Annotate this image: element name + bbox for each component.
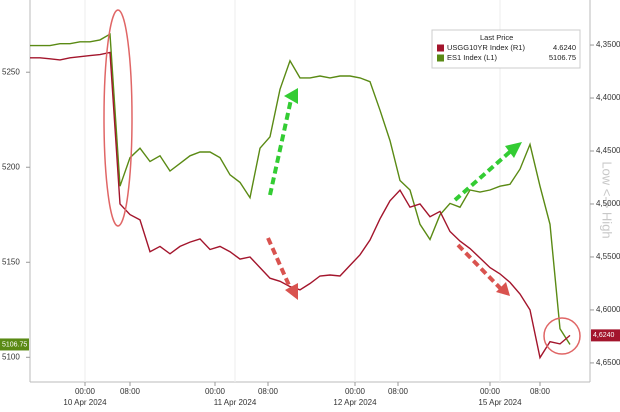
- date-label: 10 Apr 2024: [63, 398, 107, 407]
- y2-tick-label: 4,5000: [596, 199, 620, 208]
- date-label: 12 Apr 2024: [333, 398, 377, 407]
- last-value-tag-label: 5106.75: [2, 341, 27, 348]
- annotations: [103, 9, 581, 355]
- y2-tick-label: 4,3500: [596, 40, 620, 49]
- series-line: [30, 51, 571, 360]
- last-value-tag: [591, 329, 620, 342]
- date-label: 15 Apr 2024: [478, 398, 522, 407]
- legend-swatch: [437, 54, 444, 62]
- arrow: [268, 94, 294, 196]
- y2-tick-label: 4,6500: [596, 358, 620, 367]
- arrow-head: [284, 88, 298, 104]
- arrow-head: [505, 142, 522, 158]
- x-tick-label: 08:00: [120, 387, 141, 396]
- last-value-tag: [0, 338, 29, 351]
- y2-tick-label: 4,4500: [596, 146, 620, 155]
- y2-tick-label: 4,4000: [596, 93, 620, 102]
- last-value-tag-label: 4,6240: [593, 332, 615, 339]
- x-tick-label: 08:00: [388, 387, 409, 396]
- plot-area: [30, 0, 571, 382]
- x-tick-label: 00:00: [205, 387, 226, 396]
- y-tick-label: 5100: [2, 352, 20, 361]
- legend-box: [431, 29, 581, 69]
- legend-value: 4.6240: [553, 43, 576, 52]
- x-tick-label: 08:00: [530, 387, 551, 396]
- arrow-head: [285, 283, 298, 300]
- x-tick-label: 08:00: [258, 387, 279, 396]
- legend-title: Last Price: [480, 33, 513, 42]
- y-tick-label: 5200: [2, 162, 20, 171]
- legend-label: USGG10YR Index (R1): [447, 43, 525, 52]
- highlight-ellipse: [103, 9, 133, 227]
- legend-label: ES1 Index (L1): [447, 53, 498, 62]
- x-tick-label: 00:00: [345, 387, 366, 396]
- y-tick-label: 5250: [2, 67, 20, 76]
- date-label: 11 Apr 2024: [214, 398, 257, 407]
- legend-swatch: [437, 44, 444, 52]
- x-tick-label: 00:00: [75, 387, 96, 396]
- legend: Last Price ES1 Index (L1) 5106.75 USGG10YR…: [431, 29, 581, 69]
- series-line: [30, 33, 571, 345]
- legend-value: 5106.75: [549, 53, 576, 62]
- x-tick-label: 00:00: [480, 387, 501, 396]
- arrow: [453, 148, 514, 202]
- arrow-head: [496, 282, 510, 296]
- highlight-circle: [543, 317, 581, 355]
- y-tick-label: 5150: [2, 257, 20, 266]
- y2-tick-label: 4,5500: [596, 252, 620, 261]
- y2-tick-label: 4,6000: [596, 305, 620, 314]
- annotation: Low <-> High: [600, 161, 615, 238]
- arrow: [266, 237, 294, 293]
